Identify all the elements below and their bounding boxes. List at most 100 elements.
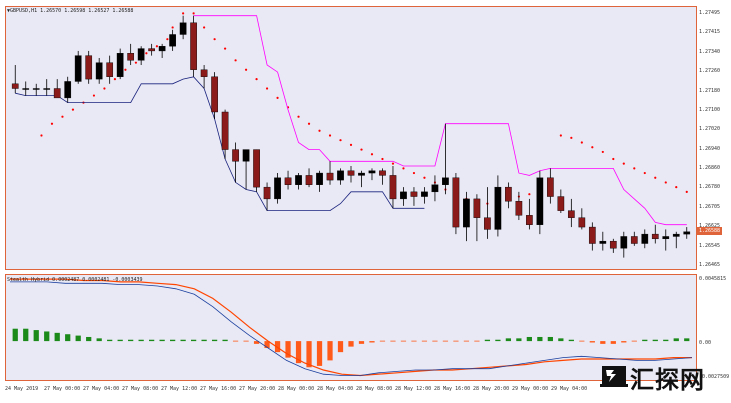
sar-dot: [570, 136, 573, 139]
candle-body: [263, 186, 271, 200]
histogram-bar: [474, 340, 480, 342]
histogram-bar: [579, 340, 585, 342]
candle: [494, 175, 502, 237]
candle: [400, 187, 407, 206]
candle-body: [22, 88, 30, 90]
candle-body: [43, 88, 51, 90]
sar-dot: [203, 26, 206, 29]
histogram-bar: [33, 330, 39, 342]
candle-body: [567, 210, 575, 218]
sar-dot: [71, 108, 75, 111]
watermark-text: 汇探网: [630, 366, 705, 394]
sar-dot: [339, 139, 342, 142]
candle: [263, 182, 271, 211]
indicator-values: 0.0002487 0.0002481 -0.0003439: [52, 277, 143, 283]
histogram-bar: [390, 340, 396, 342]
price-axis-tick: 1.27415: [699, 29, 721, 36]
candle: [410, 187, 418, 206]
histogram-bar: [117, 339, 123, 342]
histogram-bar: [96, 338, 102, 342]
indicator-axis-top: 0.0045815: [699, 276, 727, 282]
candle-body: [106, 62, 114, 77]
time-axis[interactable]: 24 May 2019 27 May 00:00 27 May 04:00 27 Ma…: [5, 386, 697, 398]
candle: [389, 166, 397, 209]
candle-body: [651, 233, 659, 240]
sar-dot: [182, 12, 185, 15]
indicator-axis[interactable]: 0.0045815 0.00 -0.0027509: [697, 274, 729, 381]
candle-body: [64, 81, 72, 99]
candle-body: [442, 177, 449, 185]
candle-body: [557, 196, 565, 211]
time-axis-tick: 27 May 16:00: [200, 386, 237, 392]
candle-body: [169, 34, 176, 47]
candle-body: [620, 236, 628, 249]
histogram-bar: [358, 341, 365, 344]
price-axis-tick: 1.26465: [699, 262, 721, 268]
candle: [116, 48, 124, 80]
candle-body: [463, 198, 470, 228]
price-chart-pane[interactable]: [5, 6, 697, 270]
price-axis-tick: 1.26705: [699, 203, 721, 210]
sar-dot: [622, 162, 625, 165]
candle: [463, 191, 470, 242]
candle: [662, 229, 670, 251]
candle-body: [347, 170, 355, 176]
candle-body: [158, 46, 166, 52]
candle: [588, 222, 596, 251]
sar-dot: [103, 87, 106, 90]
sar-dot: [580, 141, 583, 144]
sar-dot: [612, 157, 615, 161]
price-axis[interactable]: 1.27495 1.27415 1.27340 1.27260 1.27180 1.271…: [697, 6, 727, 270]
candle-body: [421, 191, 428, 197]
candle-body: [200, 69, 208, 77]
candle-body: [95, 62, 103, 80]
histogram-bar: [537, 336, 543, 342]
candle-body: [232, 149, 239, 162]
indicator-pane[interactable]: [5, 274, 697, 381]
sar-dot: [134, 61, 138, 64]
histogram-bar: [495, 339, 501, 342]
candle-body: [379, 170, 386, 176]
histogram-bar: [631, 340, 637, 342]
candle-body: [137, 48, 145, 61]
histogram-bar: [558, 338, 564, 342]
candle: [316, 170, 323, 192]
price-chart-canvas[interactable]: [6, 7, 697, 270]
candle: [337, 168, 344, 185]
histogram-bar: [652, 339, 658, 342]
time-axis-tick: 28 May 08:00: [356, 386, 393, 392]
histogram-bar: [107, 339, 113, 342]
candle-body: [358, 172, 365, 176]
candle-body: [641, 233, 649, 244]
sar-dot: [307, 122, 311, 125]
candle-body: [316, 172, 323, 185]
histogram-bar: [190, 339, 197, 342]
candle: [11, 65, 19, 94]
candle: [22, 81, 30, 96]
sar-dot: [633, 167, 636, 170]
candle: [284, 170, 292, 190]
candle: [651, 224, 659, 244]
price-axis-tick: 1.26545: [699, 242, 721, 249]
time-axis-tick: 28 May 20:00: [473, 386, 510, 392]
sar-dot: [318, 129, 321, 132]
histogram-bar: [453, 340, 459, 342]
histogram-bar: [243, 340, 249, 342]
candle-body: [326, 172, 334, 181]
histogram-bar: [65, 334, 71, 342]
sar-dot: [328, 134, 332, 137]
candle: [421, 187, 428, 204]
histogram-bar: [337, 341, 344, 353]
sar-dot: [145, 52, 148, 55]
sar-dot: [265, 87, 269, 90]
indicator-canvas[interactable]: [6, 275, 697, 381]
histogram-bar: [316, 341, 323, 366]
histogram-bar: [44, 331, 50, 342]
histogram-bar: [442, 340, 449, 342]
sar-dot: [192, 12, 195, 15]
candle-body: [295, 175, 302, 185]
sar-dot: [166, 38, 169, 41]
candle: [672, 231, 680, 249]
indicator-line-slow: [10, 278, 692, 377]
